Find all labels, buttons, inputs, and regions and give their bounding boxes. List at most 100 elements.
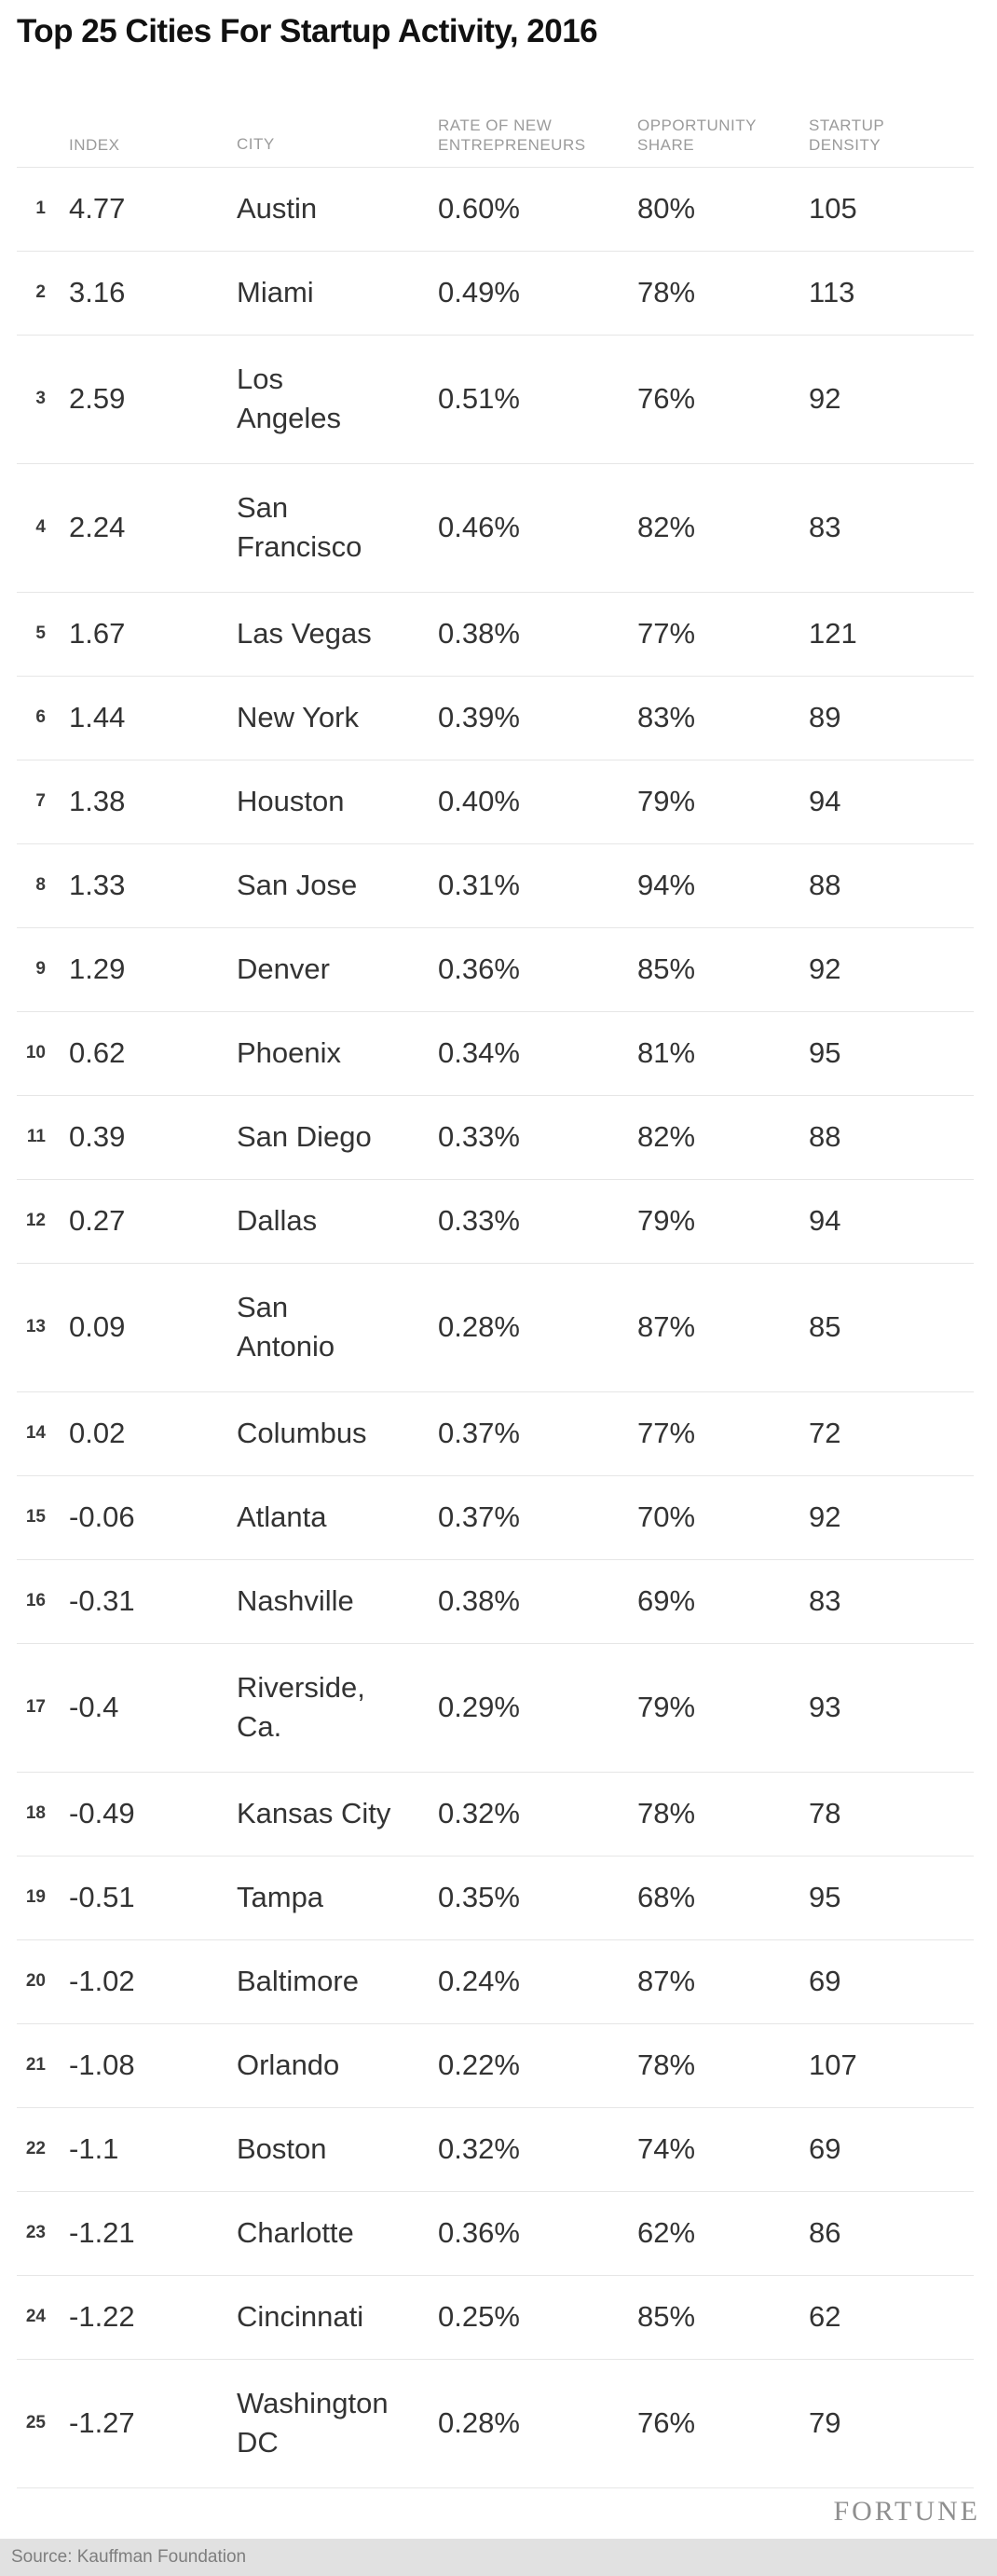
rank-cell: 18 xyxy=(25,1803,46,1823)
density-cell: 72 xyxy=(809,1417,841,1449)
rank-cell: 1 xyxy=(35,199,46,218)
column-header-rate: RATE OF NEW ENTREPRENEURS xyxy=(438,116,586,155)
table-row: 2 3.16 Miami 0.49% 78% 113 xyxy=(17,252,974,336)
share-cell: 69% xyxy=(637,1584,696,1617)
table-row: 11 0.39 San Diego 0.33% 82% 88 xyxy=(17,1096,974,1180)
share-cell: 77% xyxy=(637,1417,696,1449)
city-cell: Phoenix xyxy=(237,1036,342,1070)
share-cell: 77% xyxy=(637,617,696,650)
share-cell: 85% xyxy=(637,952,696,985)
rank-cell: 9 xyxy=(35,959,46,979)
rate-cell: 0.35% xyxy=(438,1881,520,1913)
rate-cell: 0.24% xyxy=(438,1965,520,1997)
table-row: 12 0.27 Dallas 0.33% 79% 94 xyxy=(17,1180,974,1264)
rank-cell: 22 xyxy=(25,2139,46,2158)
table-row: 15 -0.06 Atlanta 0.37% 70% 92 xyxy=(17,1476,974,1560)
share-cell: 78% xyxy=(637,2048,696,2081)
city-cell: Dallas xyxy=(237,1204,318,1238)
share-cell: 78% xyxy=(637,1797,696,1829)
density-cell: 92 xyxy=(809,1500,841,1533)
table-row: 21 -1.08 Orlando 0.22% 78% 107 xyxy=(17,2024,974,2108)
table-row: 9 1.29 Denver 0.36% 85% 92 xyxy=(17,928,974,1012)
column-header-density: STARTUP DENSITY xyxy=(809,116,885,155)
rate-cell: 0.32% xyxy=(438,2132,520,2165)
city-cell: Charlotte xyxy=(237,2216,354,2250)
city-cell: Atlanta xyxy=(237,1500,327,1534)
table-row: 1 4.77 Austin 0.60% 80% 105 xyxy=(17,168,974,252)
share-cell: 81% xyxy=(637,1036,696,1069)
source-text: Source: Kauffman Foundation xyxy=(11,2547,247,2567)
table-row: 16 -0.31 Nashville 0.38% 69% 83 xyxy=(17,1560,974,1644)
page-title: Top 25 Cities For Startup Activity, 2016 xyxy=(17,13,598,49)
density-cell: 92 xyxy=(809,952,841,985)
index-cell: 0.39 xyxy=(69,1120,126,1153)
city-cell: Columbus xyxy=(237,1417,367,1450)
index-cell: -1.02 xyxy=(69,1965,135,1997)
rank-cell: 25 xyxy=(25,2413,46,2432)
index-cell: -1.08 xyxy=(69,2048,135,2081)
index-cell: -1.21 xyxy=(69,2216,135,2249)
city-cell: Denver xyxy=(237,952,330,986)
rate-cell: 0.49% xyxy=(438,276,520,308)
index-cell: 0.02 xyxy=(69,1417,126,1449)
rank-cell: 17 xyxy=(25,1697,46,1717)
share-cell: 62% xyxy=(637,2216,696,2249)
index-cell: -0.4 xyxy=(69,1691,119,1723)
table-row: 13 0.09 San Antonio 0.28% 87% 85 xyxy=(17,1264,974,1392)
index-cell: 3.16 xyxy=(69,276,126,308)
index-cell: 1.33 xyxy=(69,869,126,901)
city-cell: Baltimore xyxy=(237,1965,359,1998)
share-cell: 83% xyxy=(637,701,696,733)
share-cell: 68% xyxy=(637,1881,696,1913)
index-cell: -1.22 xyxy=(69,2300,135,2333)
table-row: 8 1.33 San Jose 0.31% 94% 88 xyxy=(17,844,974,928)
density-cell: 88 xyxy=(809,1120,841,1153)
rank-cell: 13 xyxy=(25,1317,46,1336)
rank-cell: 16 xyxy=(25,1591,46,1610)
rate-cell: 0.37% xyxy=(438,1500,520,1533)
rank-cell: 24 xyxy=(25,2307,46,2326)
table-body: 1 4.77 Austin 0.60% 80% 105 2 3.16 Miami… xyxy=(17,168,974,2488)
density-cell: 83 xyxy=(809,1584,841,1617)
index-cell: -0.49 xyxy=(69,1797,135,1829)
rank-cell: 3 xyxy=(35,389,46,408)
density-cell: 121 xyxy=(809,617,857,650)
rank-cell: 11 xyxy=(26,1127,46,1146)
table-row: 17 -0.4 Riverside, Ca. 0.29% 79% 93 xyxy=(17,1644,974,1773)
share-cell: 79% xyxy=(637,1204,696,1237)
density-cell: 69 xyxy=(809,2132,841,2165)
rate-cell: 0.33% xyxy=(438,1120,520,1153)
rate-cell: 0.34% xyxy=(438,1036,520,1069)
city-cell: Riverside, Ca. xyxy=(237,1671,365,1743)
index-cell: 2.24 xyxy=(69,511,126,543)
rate-cell: 0.22% xyxy=(438,2048,520,2081)
startup-activity-table: INDEX CITY RATE OF NEW ENTREPRENEURS OPP… xyxy=(17,116,974,2488)
city-cell: Washington DC xyxy=(237,2387,389,2459)
rate-cell: 0.37% xyxy=(438,1417,520,1449)
density-cell: 95 xyxy=(809,1036,841,1069)
column-header-index: INDEX xyxy=(69,136,120,155)
city-cell: San Jose xyxy=(237,869,358,902)
density-cell: 94 xyxy=(809,785,841,817)
column-header-city: CITY xyxy=(237,134,275,153)
table-row: 20 -1.02 Baltimore 0.24% 87% 69 xyxy=(17,1940,974,2024)
city-cell: San Antonio xyxy=(237,1291,335,1363)
table-row: 22 -1.1 Boston 0.32% 74% 69 xyxy=(17,2108,974,2192)
rate-cell: 0.46% xyxy=(438,511,520,543)
share-cell: 82% xyxy=(637,1120,696,1153)
city-cell: Tampa xyxy=(237,1881,324,1914)
share-cell: 78% xyxy=(637,276,696,308)
share-cell: 76% xyxy=(637,382,696,415)
table-row: 10 0.62 Phoenix 0.34% 81% 95 xyxy=(17,1012,974,1096)
rank-cell: 23 xyxy=(25,2223,46,2242)
index-cell: 0.27 xyxy=(69,1204,126,1237)
density-cell: 78 xyxy=(809,1797,841,1829)
share-cell: 70% xyxy=(637,1500,696,1533)
rank-cell: 4 xyxy=(35,517,46,537)
index-cell: -0.06 xyxy=(69,1500,135,1533)
share-cell: 82% xyxy=(637,511,696,543)
rate-cell: 0.38% xyxy=(438,617,520,650)
share-cell: 85% xyxy=(637,2300,696,2333)
index-cell: -1.1 xyxy=(69,2132,119,2165)
share-cell: 79% xyxy=(637,1691,696,1723)
